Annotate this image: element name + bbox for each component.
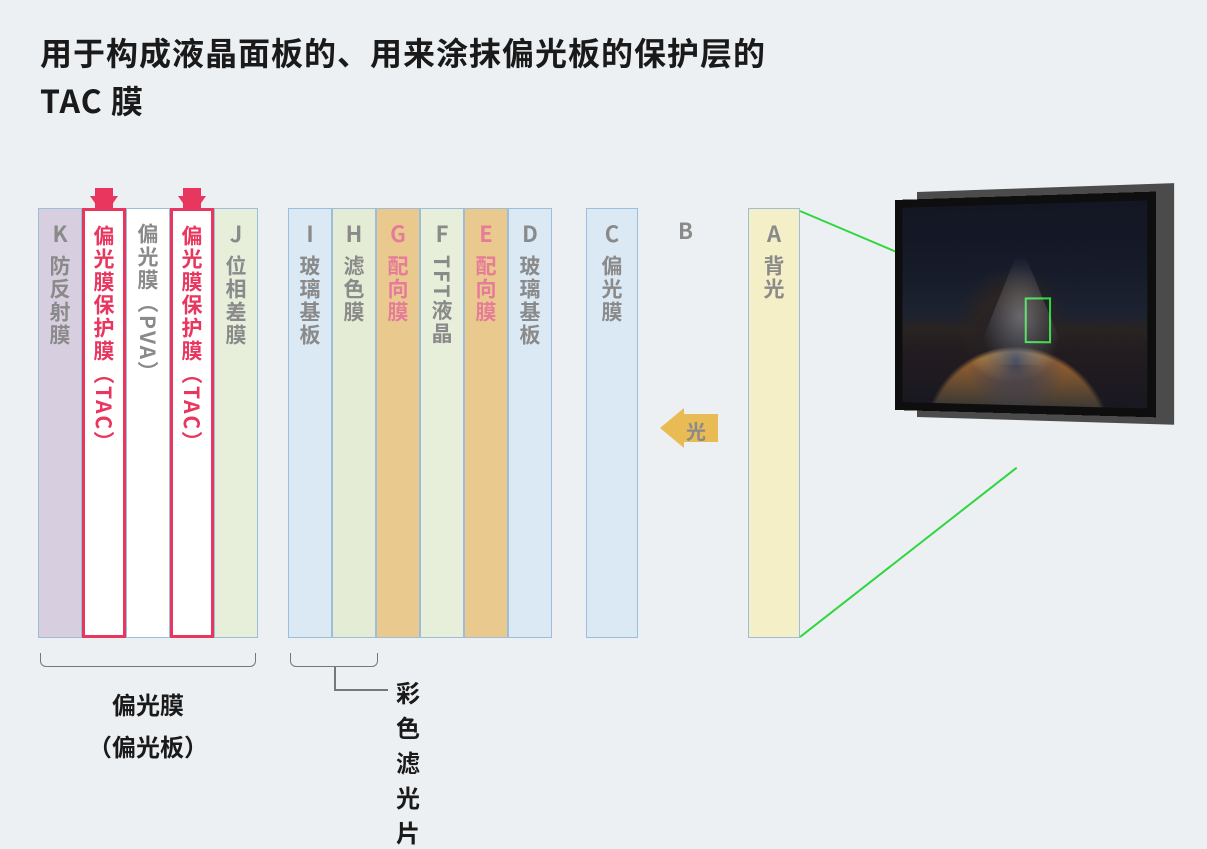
display-illustration [895,200,1170,425]
layer-TAC1: 偏光膜保护膜（TAC） [82,208,126,638]
layer-G: G 配向膜 [376,208,420,638]
bracket-connector [334,667,336,689]
layer-letter [173,211,211,219]
layer-label: 配向膜 [383,255,413,324]
title-line-2: TAC 膜 [40,77,144,123]
layer-label: 偏光膜（PVA） [133,223,163,384]
layer-label: 滤色膜 [339,255,369,324]
light-arrow-icon: 光 [660,408,684,448]
layer-letter: K [39,209,81,249]
layer-letter: J [215,209,257,249]
layer-K: K 防反射膜 [38,208,82,638]
layer-E: E 配向膜 [464,208,508,638]
layer-letter: A [749,209,799,249]
layer-letter: I [289,209,331,249]
layer-letter: H [333,209,375,249]
bracket-polarizer-label-1: 偏光膜 [40,686,256,721]
layer-label: 玻璃基板 [295,255,325,347]
bracket-colorfilter [290,653,378,667]
zoom-line [799,467,1017,638]
layer-letter [85,211,123,219]
diagram-title: 用于构成液晶面板的、用来涂抹偏光板的保护层的 TAC 膜 [40,28,766,124]
layer-label: 背光 [759,255,789,301]
zoom-box-icon [1025,297,1051,343]
layer-letter [127,209,169,217]
layer-letter: F [421,209,463,249]
layer-label: 玻璃基板 [515,255,545,347]
layer-A: A 背光 [748,208,800,638]
layer-label: 防反射膜 [45,255,75,347]
bracket-polarizer-label-2: （偏光板） [40,728,256,763]
layer-label: TFT液晶 [427,255,457,346]
bracket-connector [334,689,388,691]
layer-D: D 玻璃基板 [508,208,552,638]
layer-F: F TFT液晶 [420,208,464,638]
display-image [902,200,1147,408]
layer-letter: E [465,209,507,249]
layer-C: C 偏光膜 [586,208,638,638]
display-bezel [895,192,1156,418]
layer-PVA: 偏光膜（PVA） [126,208,170,638]
layer-TAC2: 偏光膜保护膜（TAC） [170,208,214,638]
layer-label: 偏光膜保护膜（TAC） [89,225,119,454]
layer-B-letter: B [678,214,693,246]
title-line-1: 用于构成液晶面板的、用来涂抹偏光板的保护层的 [40,29,766,75]
layer-H: H 滤色膜 [332,208,376,638]
layer-letter: D [509,209,551,249]
layer-J: J 位相差膜 [214,208,258,638]
layer-label: 位相差膜 [221,255,251,347]
bracket-colorfilter-label: 彩色滤光片 [396,674,420,849]
layer-I: I 玻璃基板 [288,208,332,638]
layer-label: 偏光膜 [597,255,627,324]
layer-letter: C [587,209,637,249]
light-label: 光 [686,416,706,445]
bracket-polarizer [40,653,256,667]
layer-label: 偏光膜保护膜（TAC） [177,225,207,454]
layer-letter: G [377,209,419,249]
layer-label: 配向膜 [471,255,501,324]
